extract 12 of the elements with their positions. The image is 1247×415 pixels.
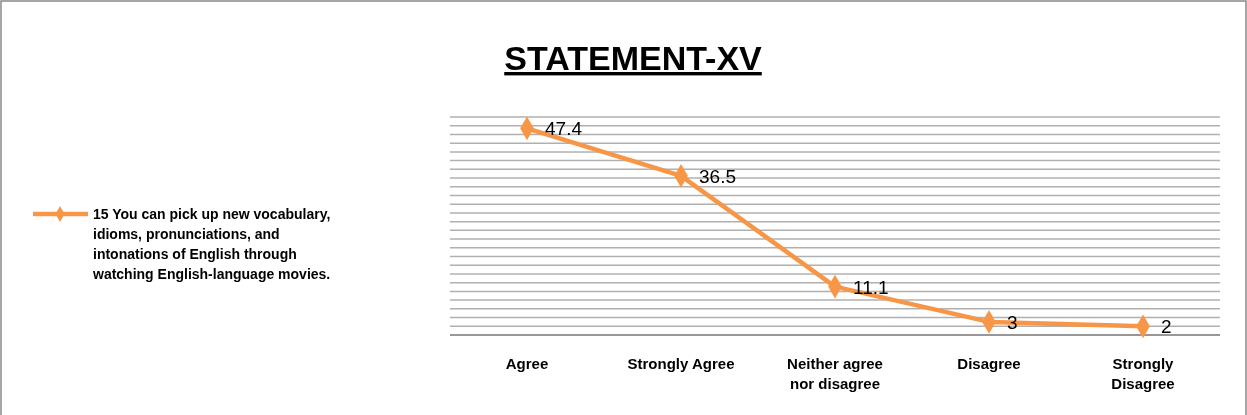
chart-title: STATEMENT-XV [504, 39, 763, 77]
x-tick-label: Disagree [957, 355, 1021, 372]
x-tick-label: Agree [505, 355, 549, 372]
legend-label: 15 You can pick up new vocabulary, idioms, pronunciations, and intonations of English through watching English-language movies. [92, 206, 331, 282]
x-tick-label: Neither agree nor disagree [787, 355, 883, 392]
data-label: 2 [1161, 316, 1172, 338]
data-label: 36.5 [699, 165, 736, 187]
data-label: 3 [1007, 311, 1018, 333]
x-tick-label: Strongly Disagree [1111, 355, 1175, 392]
x-tick-label: Strongly Agree [627, 355, 735, 372]
data-label: 11.1 [853, 276, 889, 298]
data-label: 47.4 [545, 118, 583, 140]
